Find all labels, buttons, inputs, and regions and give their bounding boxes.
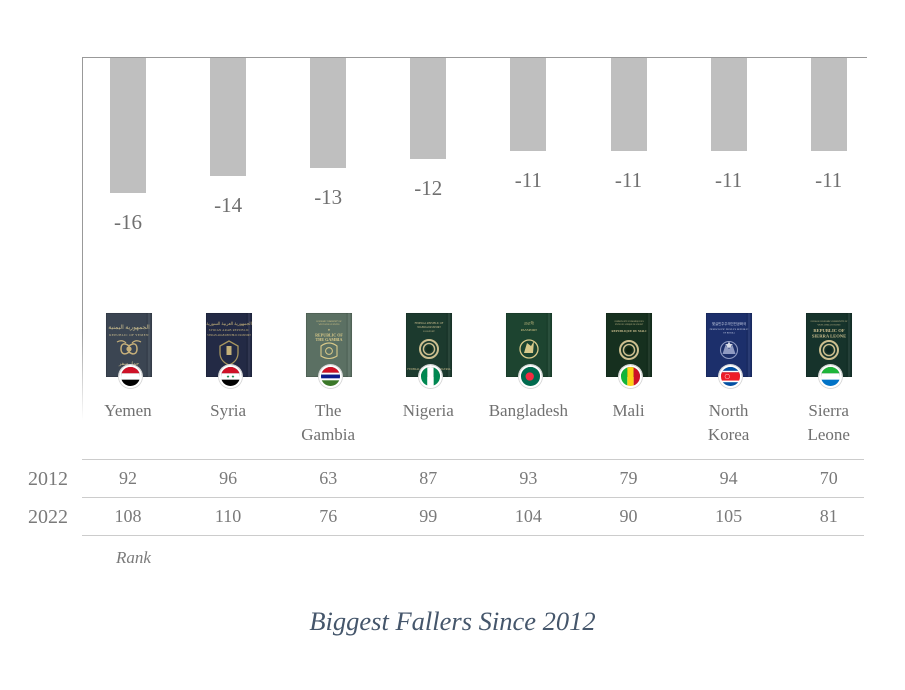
svg-text:ECONOMIC COMMUNITY OF: ECONOMIC COMMUNITY OF (316, 321, 341, 323)
svg-text:ECOWAS ECONOMIC COMMUNITY OF: ECOWAS ECONOMIC COMMUNITY OF (811, 320, 849, 323)
svg-text:WEST AFRICAN STATES: WEST AFRICAN STATES (818, 324, 842, 327)
svg-text:SYRIAN ARAB REPUBLIC: SYRIAN ARAB REPUBLIC (208, 328, 248, 332)
svg-text:الجمهورية اليمنية: الجمهورية اليمنية (108, 324, 150, 331)
svg-text:OF KOREA: OF KOREA (723, 332, 735, 335)
svg-text:FEDERAL REPUBLIC OF: FEDERAL REPUBLIC OF (414, 322, 443, 325)
svg-text:PASSPORT: PASSPORT (423, 330, 435, 333)
svg-text:ETATS DE L'AFRIQUE DE L'OUEST: ETATS DE L'AFRIQUE DE L'OUEST (615, 323, 644, 326)
svg-text:COMMUNAUTE ECONOMIQUE DES: COMMUNAUTE ECONOMIQUE DES (614, 320, 643, 323)
svg-text:THE GAMBIA: THE GAMBIA (315, 337, 342, 342)
svg-text:PASSPORT: PASSPORT (521, 328, 538, 332)
svg-text:SYRIAN ARAB REPUBLIC PASSPORT: SYRIAN ARAB REPUBLIC PASSPORT (207, 334, 251, 337)
svg-text:졎실민주주의인민공화국: 졎실민주주의인민공화국 (712, 321, 746, 326)
svg-text:WEST AFRICAN STATES: WEST AFRICAN STATES (318, 323, 339, 326)
svg-text:প্রবাসী: প্রবাসী (524, 321, 535, 326)
svg-text:REPUBLIC OF YEMEN: REPUBLIC OF YEMEN (109, 333, 149, 337)
svg-text:REPUBLIC OF: REPUBLIC OF (814, 328, 845, 333)
svg-text:الجمهورية العربية السورية: الجمهورية العربية السورية (206, 321, 252, 326)
svg-text:REPUBLIQUE DU MALI: REPUBLIQUE DU MALI (612, 329, 648, 333)
svg-text:SIERRA LEONE: SIERRA LEONE (812, 334, 846, 339)
svg-text:NIGERIA PASSPORT: NIGERIA PASSPORT (417, 326, 441, 329)
